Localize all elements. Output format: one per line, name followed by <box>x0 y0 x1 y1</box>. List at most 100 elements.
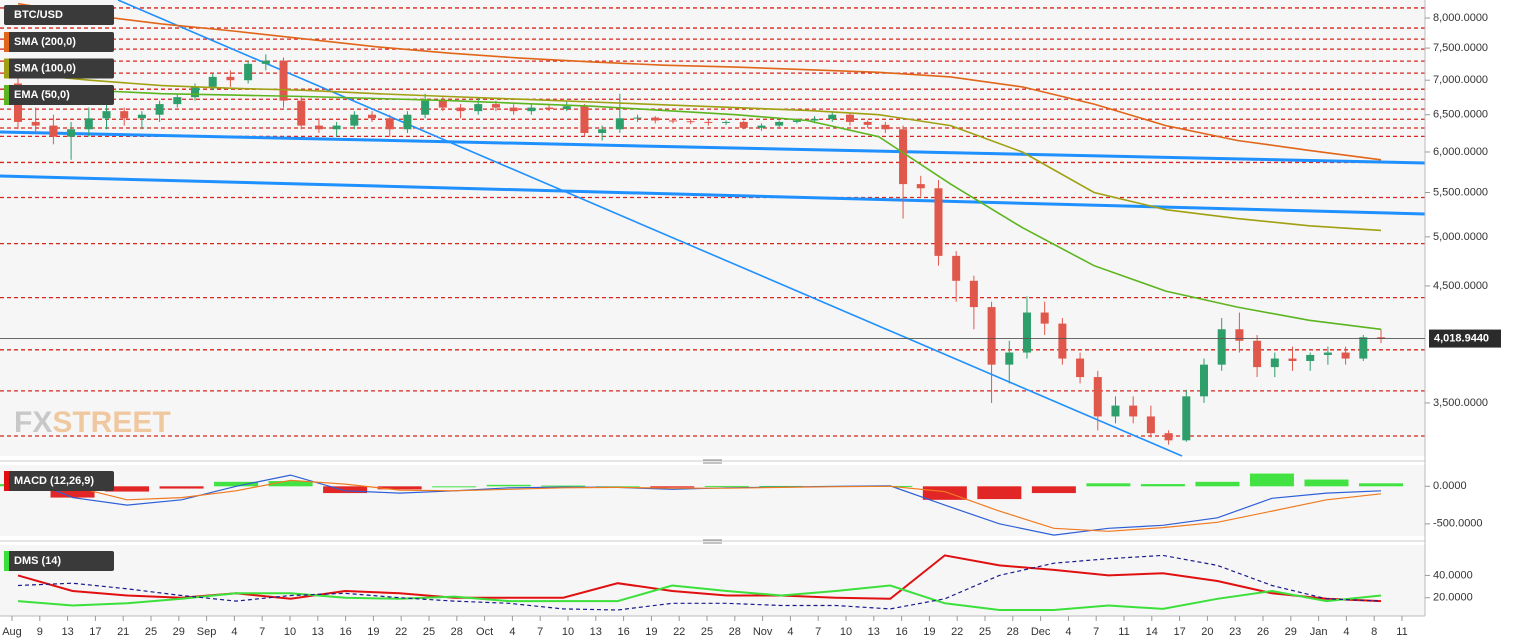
x-tick-label: 13 <box>868 626 880 638</box>
panel-label: EMA (50,0) <box>4 85 114 105</box>
candle-body <box>368 114 377 119</box>
x-tick-label: 7 <box>815 626 821 638</box>
candle-body <box>828 114 837 120</box>
candle-body <box>934 188 943 256</box>
candle-body <box>916 184 925 189</box>
x-tick-label: 16 <box>617 626 629 638</box>
histogram-bar <box>323 486 368 494</box>
histogram-bar <box>922 486 967 500</box>
histogram-bar <box>759 485 804 487</box>
x-tick-label: 10 <box>840 626 852 638</box>
x-tick-label: 4 <box>787 626 793 638</box>
candle-body <box>863 121 872 125</box>
watermark: FXSTREET <box>14 406 171 439</box>
x-tick-label: 4 <box>1065 626 1071 638</box>
x-tick-label: Aug <box>2 626 22 638</box>
label-box <box>4 5 114 25</box>
candle-body <box>350 114 359 126</box>
histogram-bar <box>541 485 586 487</box>
candle-body <box>1146 416 1155 434</box>
x-tick-label: 10 <box>284 626 296 638</box>
candle-body <box>1341 352 1350 359</box>
label-box <box>4 32 114 52</box>
x-tick-label: 17 <box>1173 626 1185 638</box>
candle-body <box>137 114 146 119</box>
resize-handle[interactable] <box>703 539 722 544</box>
histogram-bar <box>214 481 259 487</box>
label-swatch <box>4 85 9 105</box>
x-tick-label: Jan <box>1310 626 1328 638</box>
x-tick-label: 28 <box>451 626 463 638</box>
x-tick-label: 22 <box>673 626 685 638</box>
candle-body <box>792 120 801 122</box>
candle-body <box>1005 352 1014 365</box>
candle-body <box>1270 358 1279 368</box>
x-tick-label: 9 <box>37 626 43 638</box>
label-swatch <box>4 551 9 571</box>
last-price-tag: 4,018.9440 <box>1429 329 1501 348</box>
candle-body <box>633 117 642 119</box>
x-tick-label: 10 <box>562 626 574 638</box>
candle-body <box>332 125 341 130</box>
panel-label: SMA (200,0) <box>4 32 114 52</box>
histogram-bar <box>268 481 313 487</box>
candle-body <box>297 100 306 126</box>
x-tick-label: 7 <box>259 626 265 638</box>
candle-body <box>438 100 447 108</box>
candle-body <box>173 97 182 105</box>
candle-body <box>845 114 854 122</box>
candle-body <box>279 60 288 101</box>
histogram-bar <box>486 484 531 487</box>
label-text: BTC/USD <box>14 9 63 21</box>
candle-body <box>952 255 961 281</box>
x-tick-label: 11 <box>1396 626 1407 638</box>
candle-body <box>314 125 323 130</box>
y-tick-label: 0.0000 <box>1433 480 1467 492</box>
x-tick-label: Oct <box>476 626 493 638</box>
candle-body <box>899 129 908 185</box>
candle-body <box>598 129 607 133</box>
candle-body <box>1235 329 1244 341</box>
candle-body <box>704 121 713 123</box>
candle-body <box>987 307 996 365</box>
histogram-bar <box>1249 473 1294 487</box>
y-tick-label: 3,500.0000 <box>1433 397 1488 409</box>
tag-box <box>1429 329 1501 348</box>
resize-handle[interactable] <box>703 459 722 464</box>
x-tick-label: 22 <box>951 626 963 638</box>
histogram-bar <box>1031 486 1076 494</box>
label-text: DMS (14) <box>14 555 61 567</box>
histogram-bar <box>50 486 95 498</box>
histogram-bar <box>650 486 695 488</box>
candle-body <box>775 121 784 126</box>
x-tick-label: 13 <box>312 626 324 638</box>
histogram-bar <box>977 486 1022 500</box>
y-tick-label: 5,500.0000 <box>1433 186 1488 198</box>
x-tick-label: 25 <box>701 626 713 638</box>
indicator-line <box>17 584 1382 611</box>
x-tick-label: 13 <box>61 626 73 638</box>
histogram-bar <box>704 485 749 487</box>
candle-body <box>1111 405 1120 417</box>
candle-body <box>881 124 890 130</box>
candle-body <box>509 107 518 112</box>
candle-body <box>226 76 235 81</box>
candle-body <box>208 76 217 87</box>
x-tick-label: 23 <box>1229 626 1241 638</box>
y-tick-label: 7,500.0000 <box>1433 42 1488 54</box>
x-tick-label: 17 <box>89 626 101 638</box>
candle-body <box>491 104 500 108</box>
candle-body <box>403 114 412 130</box>
trend-line <box>117 0 1183 457</box>
panel-label: SMA (100,0) <box>4 58 114 79</box>
candle-body <box>1058 323 1067 359</box>
x-tick-label: 7 <box>1093 626 1099 638</box>
y-tick-label: 20.0000 <box>1433 592 1473 604</box>
candle-body <box>615 118 624 130</box>
x-tick-label: 22 <box>395 626 407 638</box>
x-tick-label: Sep <box>197 626 217 638</box>
histogram-bar <box>1304 479 1349 487</box>
candle-body <box>191 86 200 98</box>
label-box <box>4 471 114 491</box>
trend-line <box>0 174 1426 216</box>
